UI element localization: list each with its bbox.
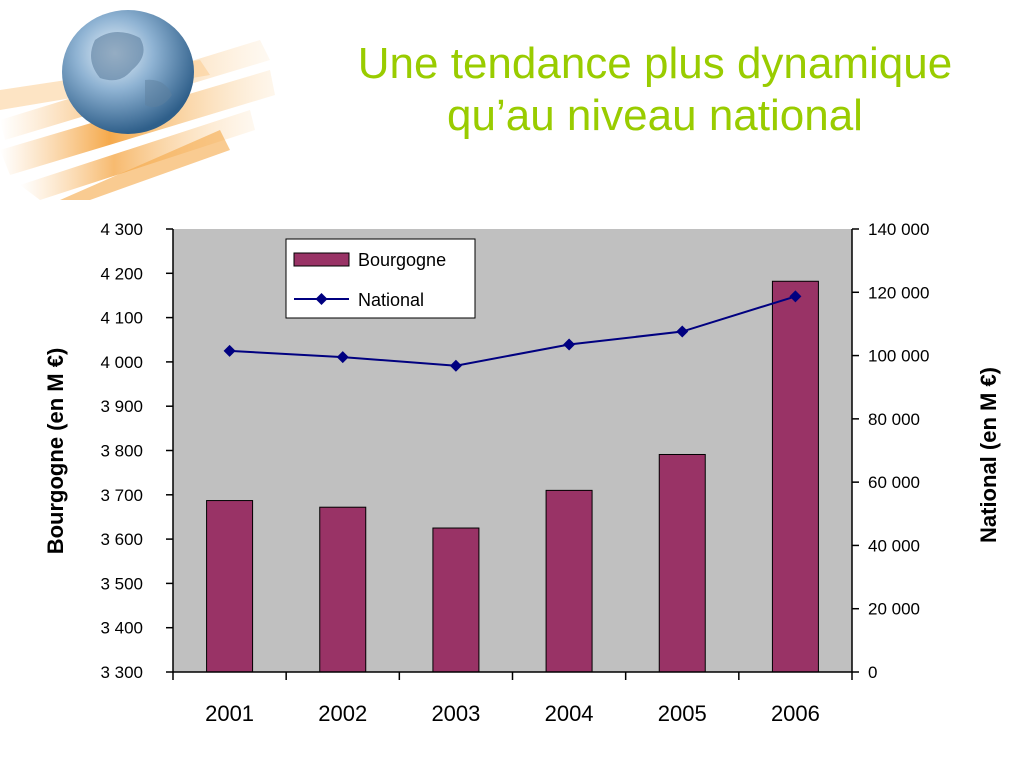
- legend: Bourgogne National: [285, 238, 476, 319]
- y-right-tick-label: 140 000: [868, 220, 929, 239]
- bar-2006: [771, 280, 819, 673]
- x-tick-label-2006: 2006: [771, 701, 820, 726]
- bar-2001: [206, 500, 254, 673]
- y-right-tick-label: 0: [868, 663, 877, 682]
- national-point-2006: [789, 290, 802, 303]
- legend-label-national: National: [358, 290, 424, 310]
- y-right-tick-label: 20 000: [868, 600, 920, 619]
- globe-continent-2: [145, 79, 172, 108]
- national-point-2004: [563, 338, 576, 351]
- y-right-tick-label: 120 000: [868, 283, 929, 302]
- y-right-tick-label: 100 000: [868, 347, 929, 366]
- y-right-tick-label: 40 000: [868, 536, 920, 555]
- y-left-tick-label: 3 700: [100, 486, 143, 505]
- bar-2002: [319, 506, 367, 673]
- x-tick-label-2003: 2003: [431, 701, 480, 726]
- y-axis-right-title: National (en M €): [976, 367, 1001, 543]
- x-tick-label-2004: 2004: [545, 701, 594, 726]
- y-right-tick-label: 60 000: [868, 473, 920, 492]
- y-left-tick-label: 3 500: [100, 574, 143, 593]
- y-right-tick-label: 80 000: [868, 410, 920, 429]
- globe-continent: [91, 31, 144, 81]
- x-tick-label-2005: 2005: [658, 701, 707, 726]
- bar-2004: [545, 489, 593, 673]
- x-tick-label-2001: 2001: [205, 701, 254, 726]
- y-left-tick-label: 3 900: [100, 397, 143, 416]
- bar-series: [206, 280, 819, 673]
- y-axis-left-title: Bourgogne (en M €): [43, 348, 68, 555]
- national-point-2005: [676, 325, 689, 338]
- bar-2005: [658, 453, 706, 673]
- y-left-tick-label: 4 300: [100, 220, 143, 239]
- y-left-tick-label: 3 400: [100, 619, 143, 638]
- y-left-tick-label: 3 800: [100, 442, 143, 461]
- national-point-2003: [449, 359, 462, 372]
- national-point-2002: [336, 351, 349, 364]
- y-left-tick-label: 4 000: [100, 353, 143, 372]
- national-point-2001: [223, 344, 236, 357]
- slide-title: Une tendance plus dynamique qu’au niveau…: [300, 38, 1010, 142]
- national-line: [229, 295, 796, 367]
- legend-label-bourgogne: Bourgogne: [358, 250, 446, 270]
- plot-area: [173, 229, 852, 672]
- y-left-tick-label: 4 100: [100, 309, 143, 328]
- axes: 4 300 4 200 4 100 4 000 3 900 3 800 3 700 3 600…: [100, 220, 929, 726]
- legend-marker-national: [315, 293, 328, 305]
- legend-box: [285, 238, 476, 319]
- title-line-1: Une tendance plus dynamique: [357, 39, 953, 88]
- y-left-tick-label: 4 200: [100, 264, 143, 283]
- y-left-tick-label: 3 300: [100, 663, 143, 682]
- legend-swatch-bourgogne: [293, 252, 350, 267]
- title-line-2: qu’au niveau national: [447, 91, 863, 140]
- x-tick-label-2002: 2002: [318, 701, 367, 726]
- bar-2003: [432, 527, 480, 673]
- y-left-tick-label: 3 600: [100, 530, 143, 549]
- line-series: [223, 290, 802, 372]
- globe-icon: [0, 10, 275, 200]
